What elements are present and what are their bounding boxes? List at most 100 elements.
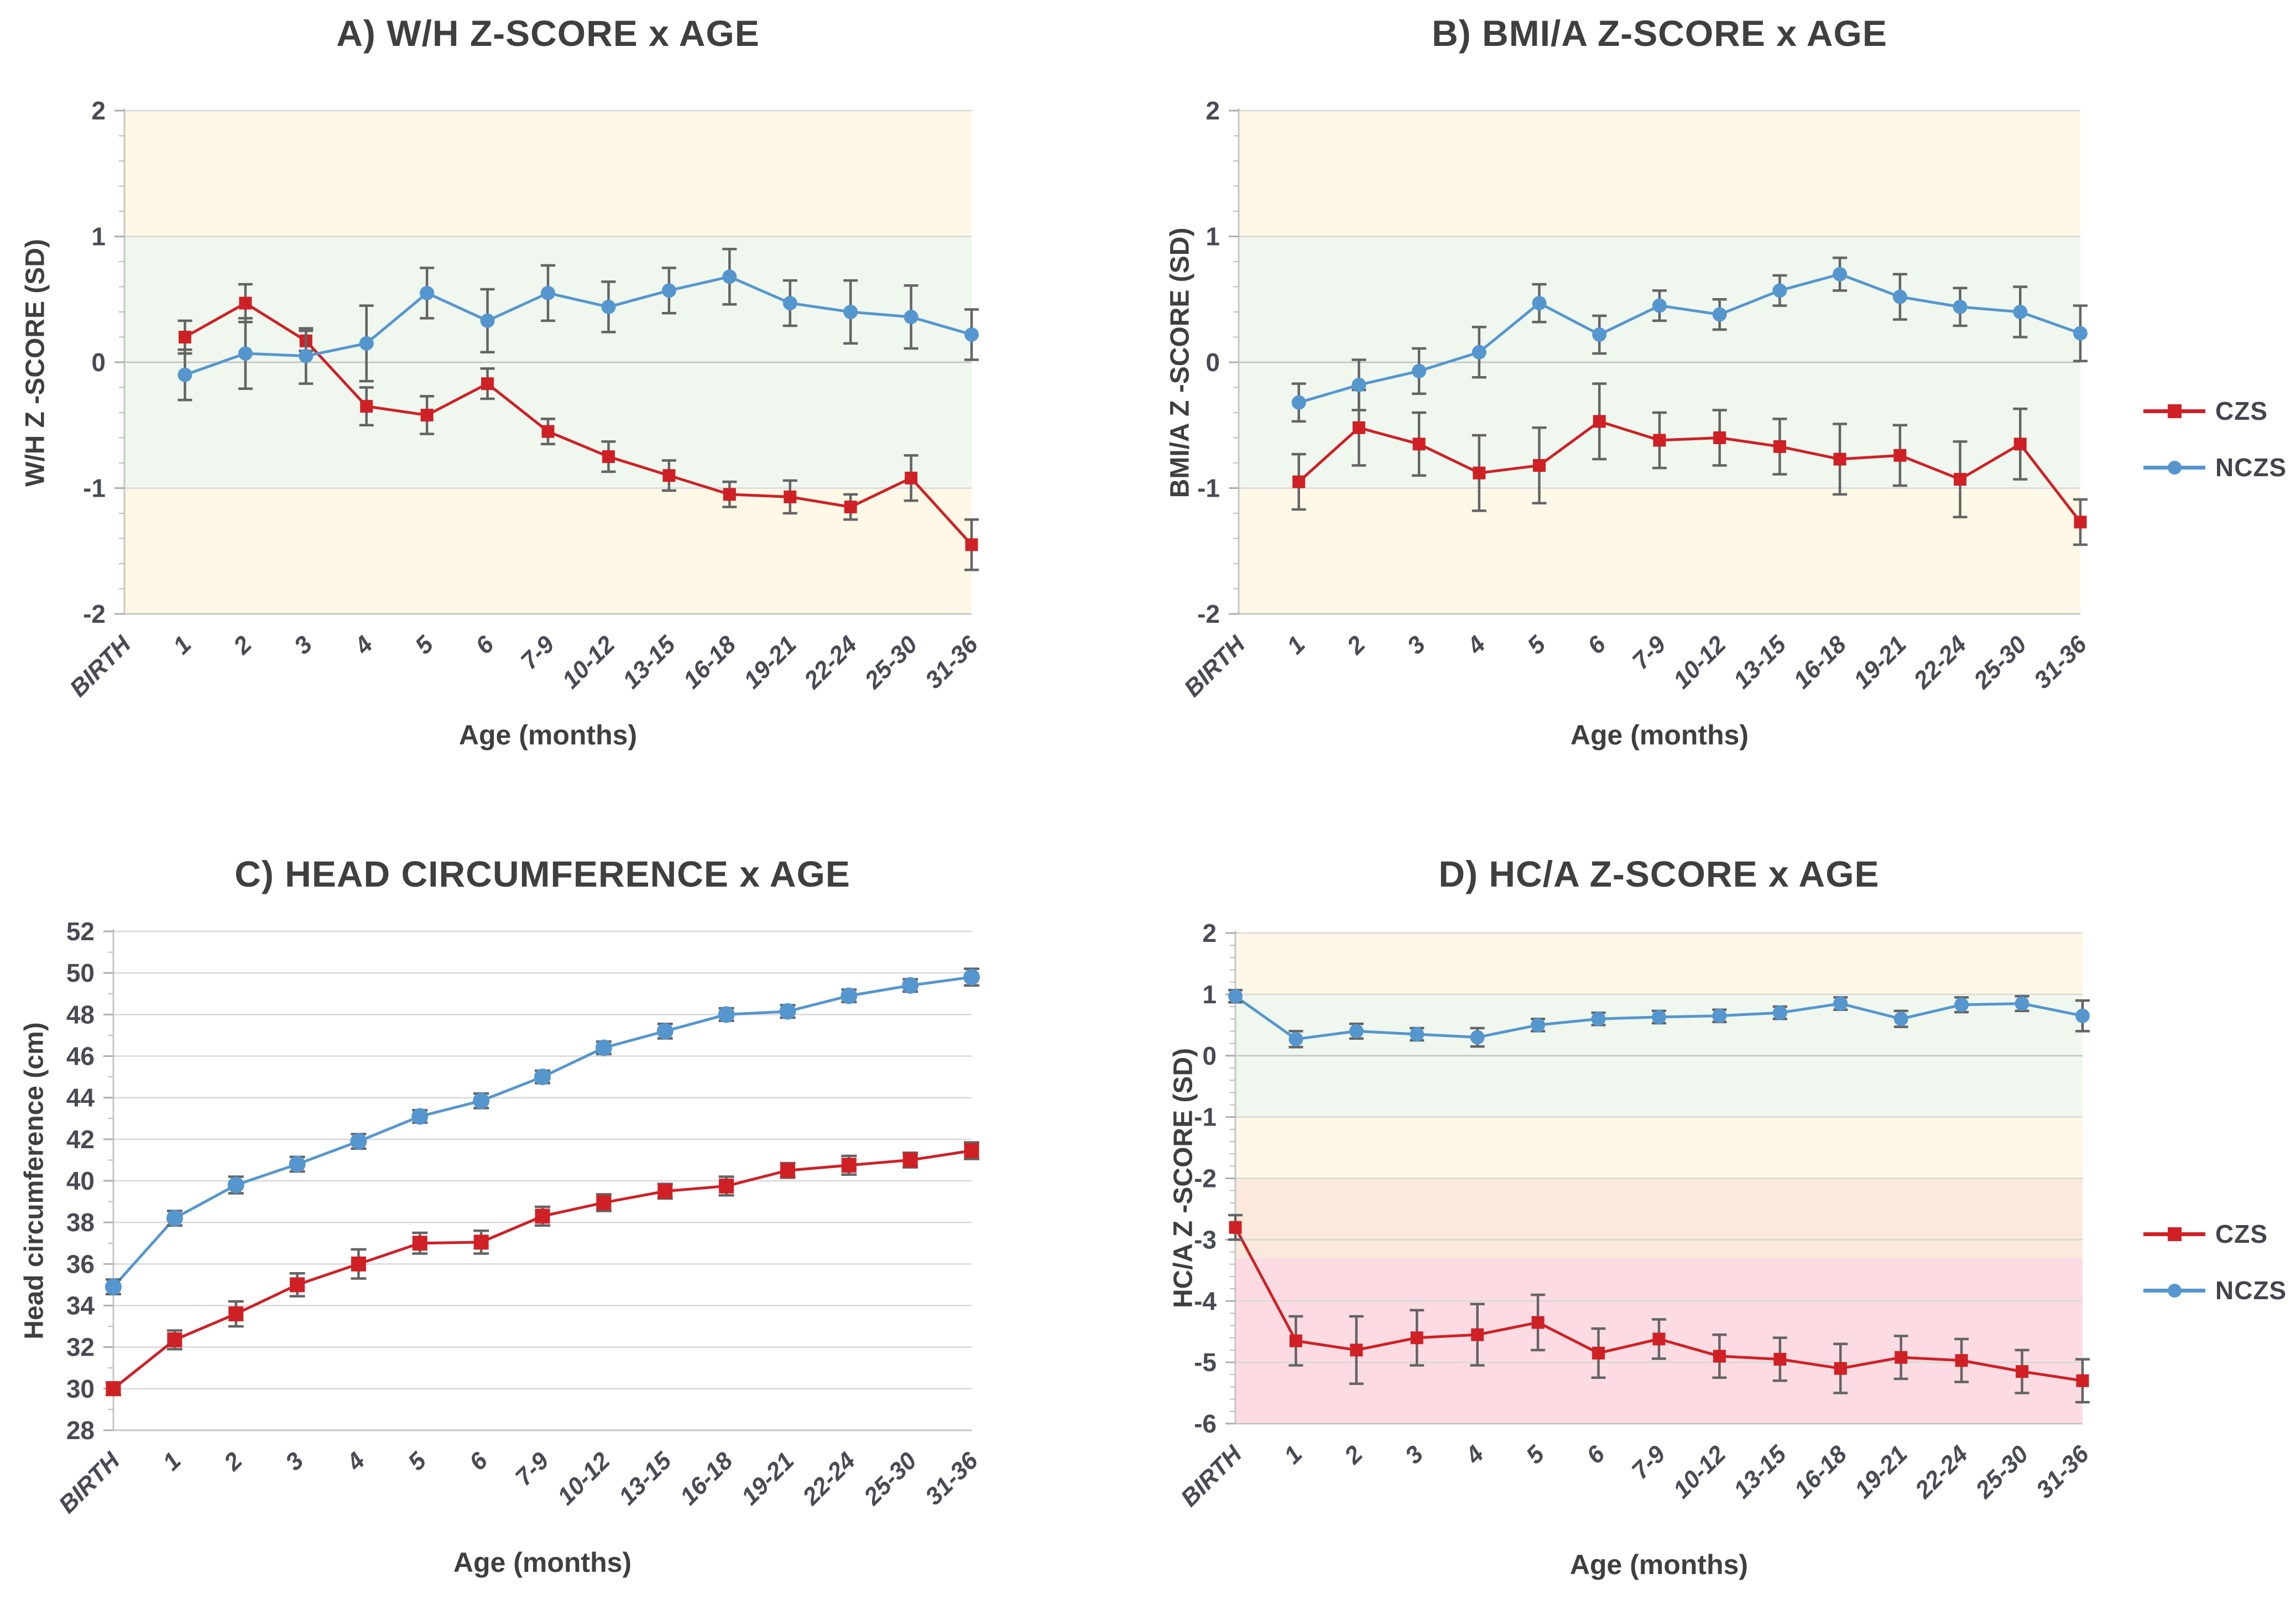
marker-czs — [1773, 1353, 1787, 1366]
x-category-label: 4 — [349, 631, 378, 660]
legend-label-nczs: NCZS — [2215, 453, 2287, 482]
x-category-label: 6 — [471, 631, 499, 659]
x-category-label: 13-15 — [618, 631, 681, 694]
x-category-label: 10-12 — [1668, 1440, 1731, 1504]
marker-nczs — [843, 305, 858, 319]
x-axis-label: Age (months) — [1570, 720, 1749, 751]
marker-czs — [1834, 1362, 1847, 1375]
y-tick-label: -6 — [1194, 1409, 1217, 1438]
marker-nczs — [178, 367, 192, 382]
marker-nczs — [2013, 305, 2028, 319]
nczs-series-marker-icon — [2143, 456, 2205, 478]
x-category-label: 25-30 — [858, 1447, 922, 1510]
chart-title: C) HEAD CIRCUMFERENCE x AGE — [234, 853, 850, 894]
y-tick-label: -1 — [1194, 1103, 1217, 1132]
legend-item-czs: CZS — [2143, 1217, 2287, 1251]
marker-nczs — [1712, 1008, 1727, 1023]
x-category-label: 3 — [1400, 1440, 1428, 1469]
series-line-czs — [1298, 420, 2081, 523]
marker-nczs — [1532, 296, 1547, 311]
y-tick-label: 1 — [1206, 222, 1220, 251]
czs-series-marker-icon — [2143, 1223, 2205, 1245]
marker-czs — [905, 471, 918, 485]
y-axis-label: Head circumference (cm) — [19, 1022, 49, 1340]
marker-czs — [228, 1306, 244, 1322]
marker-czs — [420, 409, 434, 422]
y-tick-label: 40 — [66, 1166, 95, 1195]
marker-nczs — [1349, 1024, 1364, 1039]
marker-nczs — [718, 1006, 735, 1023]
chart-title: A) W/H Z-SCORE x AGE — [336, 13, 760, 54]
y-tick-label: -4 — [1194, 1286, 1217, 1315]
x-category-label: 19-21 — [739, 631, 802, 694]
series-line-nczs — [112, 976, 972, 1288]
marker-czs — [1471, 1328, 1484, 1341]
marker-czs — [780, 1163, 795, 1178]
marker-nczs — [1954, 997, 1969, 1012]
x-category-label: 7-9 — [1627, 631, 1671, 675]
x-axis-label: Age (months) — [458, 720, 638, 751]
marker-nczs — [656, 1023, 674, 1040]
marker-czs — [481, 377, 494, 390]
x-category-label: 1 — [1282, 631, 1311, 659]
y-tick-label: -5 — [1194, 1348, 1217, 1377]
x-category-label: 25-30 — [1970, 1440, 2034, 1504]
marker-nczs — [1228, 989, 1243, 1004]
y-axis-label: BMI/A Z -SCORE (SD) — [1165, 227, 1195, 498]
x-category-label: 2 — [1342, 631, 1371, 660]
y-tick-label: 42 — [66, 1125, 95, 1154]
marker-czs — [473, 1234, 489, 1250]
marker-nczs — [1772, 283, 1787, 298]
y-tick-label: 48 — [66, 1000, 95, 1029]
x-category-label: 5 — [403, 1447, 431, 1476]
marker-nczs — [420, 285, 435, 300]
marker-czs — [964, 1143, 979, 1159]
marker-czs — [602, 450, 615, 463]
x-axis-label: Age (months) — [453, 1547, 632, 1578]
marker-nczs — [1833, 267, 1848, 282]
marker-czs — [902, 1152, 918, 1168]
marker-czs — [1229, 1221, 1242, 1234]
x-category-label: 16-18 — [1788, 631, 1852, 694]
marker-nczs — [2073, 326, 2088, 341]
marker-nczs — [1470, 1030, 1485, 1045]
marker-nczs — [227, 1176, 244, 1194]
legend-label-czs: CZS — [2215, 1220, 2268, 1248]
legend: CZS NCZS — [2143, 394, 2287, 485]
marker-nczs — [1410, 1027, 1424, 1041]
marker-czs — [1955, 1354, 1968, 1367]
y-tick-label: 38 — [66, 1208, 95, 1237]
marker-nczs — [1893, 1012, 1908, 1027]
marker-czs — [965, 538, 978, 551]
marker-czs — [1412, 437, 1426, 451]
y-tick-label: 46 — [66, 1042, 95, 1071]
marker-nczs — [1772, 1006, 1787, 1020]
reference-band — [1239, 111, 2080, 237]
marker-czs — [1893, 449, 1907, 462]
x-category-label: 19-21 — [736, 1447, 799, 1510]
x-category-label: 19-21 — [1849, 631, 1912, 694]
marker-nczs — [534, 1069, 551, 1086]
x-category-label: 1 — [158, 1447, 186, 1476]
x-axis-label: Age (months) — [1569, 1549, 1749, 1580]
x-category-label: 5 — [1521, 1440, 1549, 1469]
nczs-series-marker-icon — [2143, 1279, 2205, 1301]
marker-czs — [784, 490, 797, 503]
x-category-label: 1 — [1279, 1440, 1308, 1469]
y-tick-label: -3 — [1194, 1225, 1217, 1254]
marker-nczs — [964, 327, 979, 342]
y-tick-label: -1 — [1197, 474, 1220, 503]
x-category-label: 31-36 — [920, 1447, 984, 1510]
marker-czs — [1352, 421, 1365, 434]
x-category-label: 16-18 — [678, 631, 742, 694]
legend-item-nczs: NCZS — [2143, 450, 2287, 485]
marker-nczs — [166, 1210, 183, 1227]
marker-nczs — [902, 977, 919, 994]
x-category-label: 31-36 — [2031, 1440, 2095, 1504]
x-category-label: 2 — [218, 1447, 248, 1476]
reference-band — [1235, 1178, 2083, 1258]
marker-nczs — [1288, 1031, 1303, 1046]
x-category-label: BIRTH — [1176, 1440, 1248, 1512]
marker-czs — [178, 331, 191, 343]
